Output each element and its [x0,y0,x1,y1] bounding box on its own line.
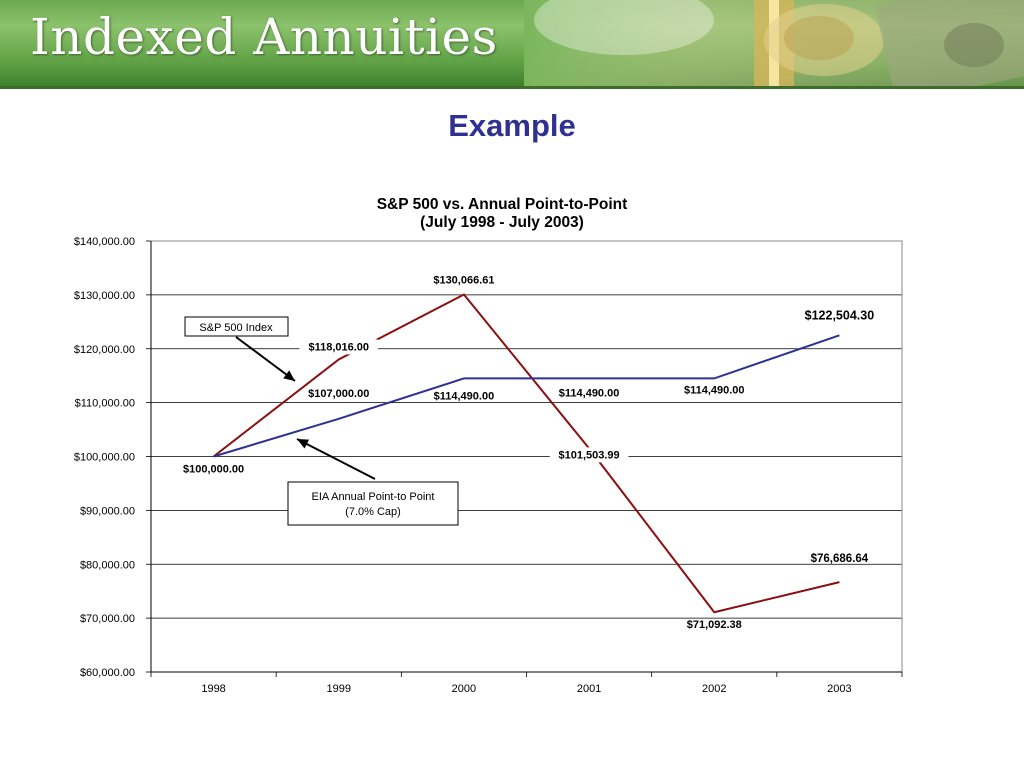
header-title: Indexed Annuities [30,8,498,66]
eia-data-label: $114,490.00 [434,390,495,402]
header-banner: Indexed Annuities [0,0,1024,86]
eia-callout-arrow-head [297,439,310,449]
x-tick-label: 2001 [577,683,601,695]
x-tick-label: 2000 [452,683,476,695]
sp500-data-label-bg [549,447,629,463]
sp500-series-line [212,293,840,614]
x-tick-label: 2002 [702,683,726,695]
x-tick-label: 1999 [327,683,351,695]
chart-title: S&P 500 vs. Annual Point-to-Point [377,196,628,213]
sp500-callout-arrow-head [283,370,295,381]
y-tick-label: $80,000.00 [80,559,135,571]
header-divider [0,86,1024,89]
y-tick-label: $140,000.00 [74,236,135,248]
sp500-data-label: $76,686.64 [811,553,869,565]
y-tick-label: $110,000.00 [75,398,135,410]
y-tick-label: $120,000.00 [74,344,135,356]
y-tick-label: $90,000.00 [80,505,135,517]
slide-heading: Example [448,108,576,143]
eia-data-label: $107,000.00 [308,388,369,400]
line-chart: S&P 500 vs. Annual Point-to-Point (July … [74,196,903,695]
sp500-data-label: $101,503.99 [558,449,619,461]
eia-data-label: $114,490.00 [559,387,620,399]
y-tick-label: $60,000.00 [80,667,135,679]
y-tick-label: $70,000.00 [80,613,135,625]
eia-callout-box [287,481,459,526]
y-tick-label: $130,000.00 [74,290,135,302]
sp500-callout-label: S&P 500 Index [199,322,273,334]
chart-subtitle: (July 1998 - July 2003) [420,214,584,231]
sp500-data-label: $118,016.00 [308,341,369,353]
eia-data-label: $122,504.30 [805,308,875,322]
money-decoration-image [524,0,1024,86]
x-tick-label: 2003 [827,683,851,695]
eia-callout-label: EIA Annual Point-to Point [312,491,435,503]
sp500-data-label: $100,000.00 [183,464,244,476]
sp500-data-label-bg [299,339,379,355]
y-tick-label: $100,000.00 [74,452,135,464]
eia-callout-label-cap: (7.0% Cap) [345,506,401,518]
sp500-callout-box [184,316,289,337]
eia-callout-arrow [296,438,376,480]
sp500-callout-arrow [235,336,296,382]
x-tick-label: 1998 [201,683,225,695]
eia-series-line [213,334,840,458]
sp500-data-label: $130,066.61 [433,275,494,287]
sp500-data-label: $71,092.38 [687,619,742,631]
eia-data-label: $114,490.00 [684,384,745,396]
plot-area: $60,000.00 $70,000.00 $80,000.00 $90,000.00… [74,236,903,695]
